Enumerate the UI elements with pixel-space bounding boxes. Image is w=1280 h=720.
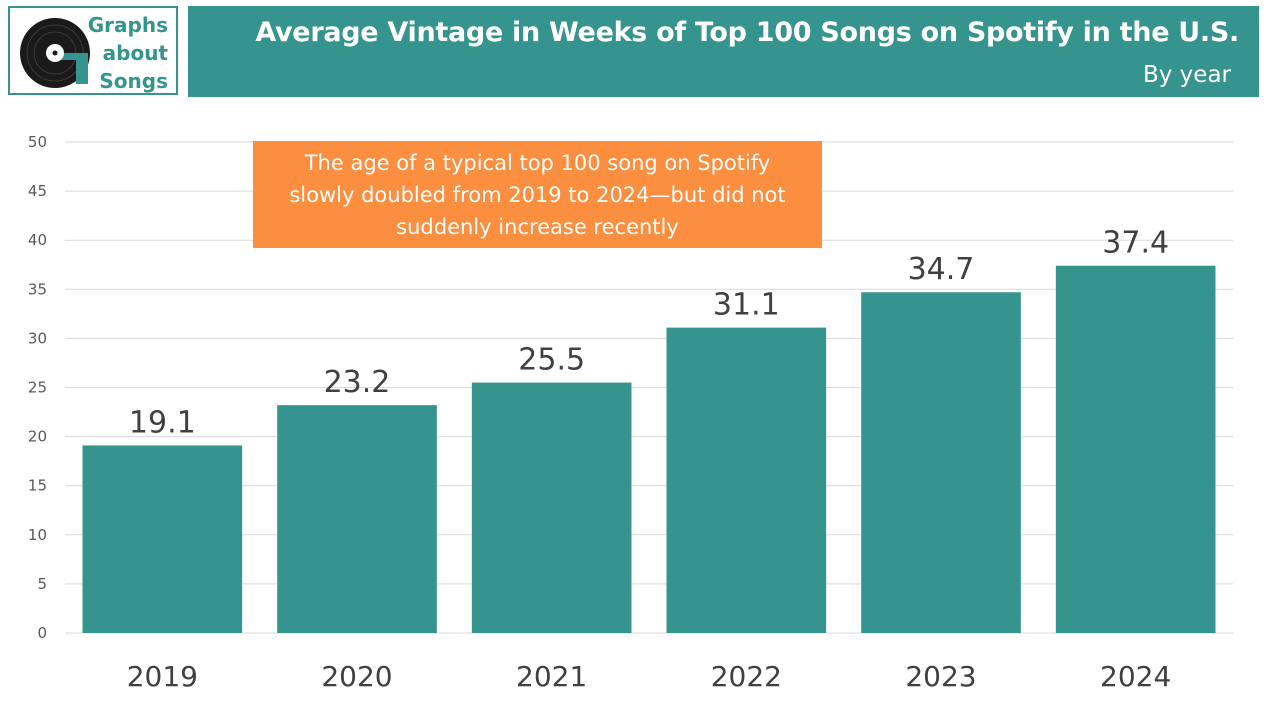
header-bar: Average Vintage in Weeks of Top 100 Song…: [188, 6, 1259, 97]
bar: [277, 405, 437, 633]
bar-value-label: 34.7: [908, 252, 975, 287]
bar: [666, 327, 827, 633]
y-tick-label: 45: [28, 182, 47, 200]
logo: Graphs about Songs: [8, 6, 178, 95]
y-tick-label: 5: [37, 575, 47, 593]
vinyl-record-icon: [20, 18, 90, 88]
bar-value-label: 31.1: [713, 288, 780, 323]
bar: [861, 292, 1021, 633]
x-tick-label: 2021: [516, 660, 587, 693]
x-tick-label: 2022: [711, 660, 782, 693]
chart-subtitle: By year: [1142, 62, 1231, 88]
y-tick-label: 50: [28, 133, 47, 151]
bar: [1055, 265, 1216, 633]
bar: [82, 445, 243, 633]
logo-text-graphs: Graphs: [87, 13, 168, 37]
x-tick-label: 2020: [321, 660, 392, 693]
y-tick-label: 15: [28, 477, 47, 495]
y-tick-label: 10: [28, 526, 47, 544]
x-tick-label: 2023: [905, 660, 976, 693]
bar: [471, 382, 632, 633]
annotation-box: The age of a typical top 100 song on Spo…: [253, 141, 822, 248]
y-tick-label: 20: [28, 428, 47, 446]
y-tick-label: 0: [37, 624, 47, 642]
bar-value-label: 25.5: [518, 343, 585, 378]
logo-text-about: about: [102, 41, 168, 65]
logo-text-songs: Songs: [99, 69, 168, 93]
x-tick-label: 2024: [1100, 660, 1171, 693]
x-tick-label: 2019: [127, 660, 198, 693]
bar-value-label: 37.4: [1102, 226, 1169, 261]
y-tick-label: 30: [28, 329, 47, 347]
y-tick-label: 35: [28, 280, 47, 298]
y-tick-label: 25: [28, 379, 47, 397]
bar-value-label: 23.2: [324, 365, 391, 400]
bar-value-label: 19.1: [129, 405, 196, 440]
chart-title: Average Vintage in Weeks of Top 100 Song…: [255, 17, 1239, 48]
y-tick-label: 40: [28, 231, 47, 249]
